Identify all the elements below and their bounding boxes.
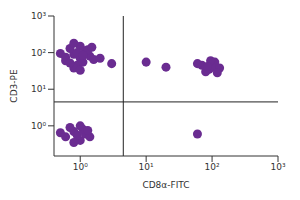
svg-text:10¹: 10¹	[139, 162, 154, 172]
svg-text:10²: 10²	[31, 48, 46, 58]
svg-text:10³: 10³	[270, 162, 285, 172]
svg-text:10⁰: 10⁰	[73, 162, 88, 172]
svg-text:CD8α-FITC: CD8α-FITC	[142, 180, 189, 190]
svg-text:10⁰: 10⁰	[31, 121, 46, 131]
svg-text:CD3-PE: CD3-PE	[9, 69, 19, 103]
svg-text:10¹: 10¹	[31, 84, 46, 94]
svg-text:10³: 10³	[31, 11, 46, 21]
svg-text:10²: 10²	[205, 162, 220, 172]
